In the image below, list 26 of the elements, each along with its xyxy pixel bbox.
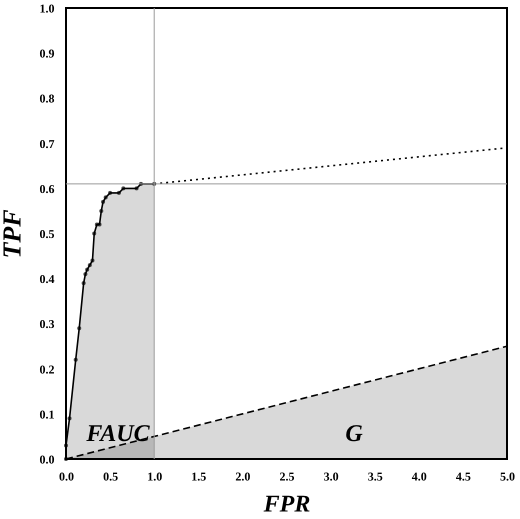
- y-tick-label: 0.8: [40, 92, 54, 106]
- x-tick-label: 3.0: [324, 470, 339, 484]
- x-tick-label: 3.5: [368, 470, 383, 484]
- y-tick-label: 0.2: [40, 362, 54, 376]
- y-tick-label: 0.0: [40, 452, 54, 466]
- annotation: G: [345, 421, 364, 447]
- x-tick-label: 5.0: [500, 470, 515, 484]
- y-tick-label: 0.6: [40, 182, 54, 196]
- y-tick-label: 0.3: [40, 317, 54, 332]
- annotation: FAUC: [85, 421, 151, 447]
- x-tick-label: 4.5: [456, 470, 471, 484]
- x-tick-label: 1.0: [147, 470, 162, 484]
- x-axis-title: FPR: [262, 492, 310, 518]
- x-tick-label: 4.0: [412, 470, 427, 484]
- y-tick-label: 0.5: [40, 227, 54, 241]
- y-tick-label: 0.9: [40, 46, 54, 61]
- y-tick-label: 1.0: [40, 2, 54, 16]
- y-tick-label: 0.7: [40, 136, 54, 151]
- x-tick-label: 2.0: [235, 470, 250, 484]
- x-tick-label: 1.5: [191, 470, 206, 484]
- y-tick-label: 0.1: [40, 407, 54, 422]
- y-tick-label: 0.4: [40, 272, 54, 286]
- x-tick-label: 0.5: [103, 470, 118, 484]
- x-tick-label: 0.0: [59, 470, 74, 484]
- y-axis-title: TPF: [0, 209, 26, 259]
- x-tick-label: 2.5: [280, 470, 294, 484]
